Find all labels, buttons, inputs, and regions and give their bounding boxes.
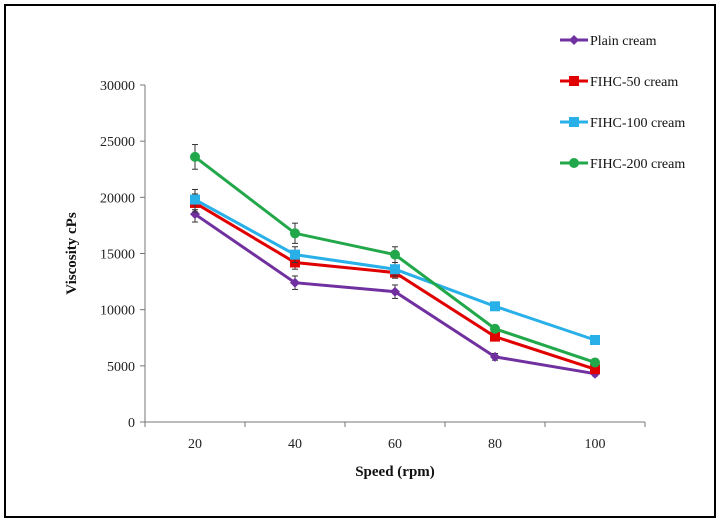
series-fihc-100-cream (190, 188, 600, 345)
y-tick-label: 5000 (107, 360, 135, 375)
data-point (590, 364, 600, 375)
data-point (390, 264, 400, 275)
data-point (390, 286, 400, 297)
legend-marker (569, 117, 579, 127)
y-tick-label: 10000 (100, 304, 135, 319)
y-axis-title: Viscosity cPs (64, 212, 80, 295)
y-tick-label: 20000 (100, 191, 135, 206)
x-axis-title: Speed (rpm) (355, 464, 435, 480)
legend-item: FIHC-200 cream (560, 157, 685, 172)
x-tick-label: 80 (488, 437, 502, 452)
x-tick-label: 60 (388, 437, 402, 452)
data-point (190, 194, 200, 205)
x-tick-label: 40 (288, 437, 302, 452)
series-plain-cream (190, 205, 600, 379)
data-point (290, 228, 300, 239)
data-point (490, 301, 500, 312)
legend-label: Plain cream (590, 34, 657, 49)
data-point (490, 351, 500, 362)
data-point (290, 277, 300, 288)
data-point (490, 331, 500, 342)
legend-marker (569, 76, 579, 86)
data-point (490, 323, 500, 334)
legend: Plain cream FIHC-50 cream FIHC-100 cream FI… (560, 34, 685, 172)
chart-frame (4, 4, 716, 518)
series-fihc-200-cream (190, 144, 600, 368)
legend-label: FIHC-50 cream (590, 75, 678, 90)
legend-item: Plain cream (560, 34, 657, 49)
y-tick-label: 0 (128, 416, 135, 431)
data-point (390, 249, 400, 260)
y-tick-label: 15000 (100, 248, 135, 263)
legend-label: FIHC-200 cream (590, 157, 685, 172)
x-tick-label: 20 (188, 437, 202, 452)
series-layer (190, 144, 600, 379)
tick-labels: 0 5000 10000 15000 20000 25000 30000 20 40 60 80 10… (100, 79, 606, 452)
data-point (590, 334, 600, 345)
series-fihc-50-cream (190, 193, 600, 375)
legend-marker (569, 158, 579, 168)
legend-label: FIHC-100 cream (590, 116, 685, 131)
legend-marker (569, 35, 579, 45)
x-tick-label: 100 (585, 437, 606, 452)
y-tick-label: 25000 (100, 135, 135, 150)
data-point (190, 151, 200, 162)
axes (140, 84, 646, 427)
data-point (590, 357, 600, 368)
data-point (290, 249, 300, 260)
legend-item: FIHC-100 cream (560, 116, 685, 131)
legend-item: FIHC-50 cream (560, 75, 678, 90)
y-tick-label: 30000 (100, 79, 135, 94)
